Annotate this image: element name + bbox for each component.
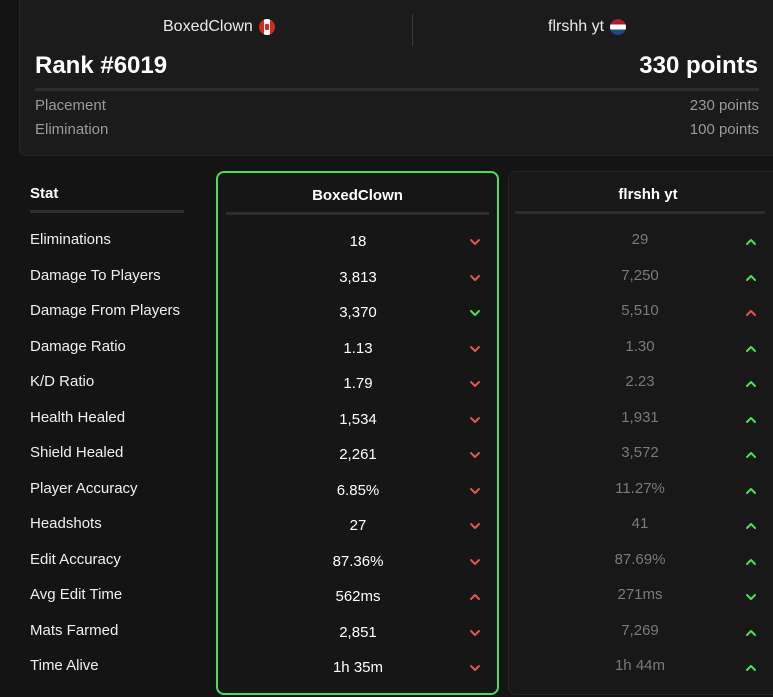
- summary-divider: [35, 88, 759, 91]
- player-2-stats-panel: flrshh yt: [508, 171, 773, 695]
- chevron-up-icon: [469, 591, 481, 603]
- player-2-stat-value: 1,931: [621, 409, 659, 426]
- player-1-stat-value: 1.79: [343, 375, 373, 392]
- stat-label: Player Accuracy: [30, 480, 138, 497]
- player-2-panel-title: flrshh yt: [618, 186, 678, 203]
- match-summary-card: BoxedClown flrshh yt Rank #6019 330 poin…: [19, 0, 773, 156]
- canada-flag-icon: [258, 19, 275, 35]
- netherlands-flag-icon: [610, 19, 627, 35]
- player-2-stat-value: 7,250: [621, 267, 659, 284]
- stat-label: Avg Edit Time: [30, 586, 123, 603]
- chevron-down-icon: [469, 272, 481, 284]
- player-2-name[interactable]: flrshh yt: [548, 18, 627, 36]
- chevron-up-icon: [745, 236, 757, 248]
- elimination-value: 100 points: [689, 121, 759, 138]
- stat-column-underline: [30, 210, 184, 213]
- player-1-stat-value: 3,813: [339, 269, 377, 286]
- player-2-name-text: flrshh yt: [548, 18, 605, 35]
- player-1-stat-value: 562ms: [335, 588, 381, 605]
- chevron-up-icon: [745, 414, 757, 426]
- chevron-down-icon: [469, 556, 481, 568]
- player-1-stat-value: 3,370: [339, 304, 377, 321]
- total-points: 330 points: [639, 52, 758, 79]
- player-2-stat-value: 1h 44m: [614, 657, 666, 674]
- chevron-up-icon: [745, 307, 757, 319]
- elimination-label: Elimination: [35, 121, 109, 138]
- player-1-stat-value: 1.13: [343, 340, 373, 357]
- chevron-down-icon: [469, 520, 481, 532]
- rank-label: Rank #6019: [35, 52, 168, 79]
- player-2-stat-value: 41: [631, 515, 649, 532]
- chevron-down-icon: [469, 449, 481, 461]
- stat-label: Damage Ratio: [30, 338, 126, 355]
- chevron-down-icon: [469, 343, 481, 355]
- chevron-up-icon: [745, 662, 757, 674]
- player-1-name-text: BoxedClown: [163, 18, 253, 35]
- chevron-down-icon: [469, 378, 481, 390]
- stat-label: Time Alive: [30, 657, 99, 674]
- chevron-up-icon: [745, 627, 757, 639]
- player-1-stat-value: 27: [349, 517, 367, 534]
- placement-value: 230 points: [689, 97, 759, 114]
- stat-label: Mats Farmed: [30, 622, 119, 639]
- chevron-up-icon: [745, 485, 757, 497]
- chevron-up-icon: [745, 449, 757, 461]
- stat-label: Damage From Players: [30, 302, 181, 319]
- player-divider: [412, 14, 413, 46]
- player-1-stat-value: 87.36%: [332, 553, 384, 570]
- player-2-stat-value: 87.69%: [614, 551, 666, 568]
- chevron-down-icon: [469, 627, 481, 639]
- player-1-stat-value: 6.85%: [336, 482, 380, 499]
- player-2-stat-value: 7,269: [621, 622, 659, 639]
- player-2-stat-value: 1.30: [625, 338, 655, 355]
- stat-label: Eliminations: [30, 231, 111, 248]
- chevron-down-icon: [745, 591, 757, 603]
- chevron-down-icon: [469, 485, 481, 497]
- player-1-panel-underline: [226, 212, 489, 215]
- player-2-stat-value: 271ms: [617, 586, 663, 603]
- chevron-down-icon: [469, 236, 481, 248]
- player-2-stat-value: 5,510: [621, 302, 659, 319]
- stat-column-header: Stat: [30, 185, 59, 202]
- placement-label: Placement: [35, 97, 106, 114]
- player-1-stats-panel: BoxedClown: [216, 171, 499, 695]
- chevron-up-icon: [745, 272, 757, 284]
- chevron-down-icon: [469, 307, 481, 319]
- chevron-down-icon: [469, 414, 481, 426]
- chevron-up-icon: [745, 520, 757, 532]
- player-2-stat-value: 2.23: [625, 373, 655, 390]
- player-1-stat-value: 1,534: [339, 411, 377, 428]
- chevron-up-icon: [745, 556, 757, 568]
- player-2-stat-value: 11.27%: [615, 480, 665, 497]
- player-1-stat-value: 2,261: [339, 446, 377, 463]
- player-1-stat-value: 2,851: [339, 624, 377, 641]
- chevron-down-icon: [469, 662, 481, 674]
- stat-label: Headshots: [30, 515, 102, 532]
- stat-label: Health Healed: [30, 409, 126, 426]
- stat-label: Edit Accuracy: [30, 551, 121, 568]
- stat-label: Damage To Players: [30, 267, 161, 284]
- stat-label: Shield Healed: [30, 444, 124, 461]
- player-1-stat-value: 18: [349, 233, 367, 250]
- player-1-stat-value: 1h 35m: [332, 659, 384, 676]
- chevron-up-icon: [745, 378, 757, 390]
- chevron-up-icon: [745, 343, 757, 355]
- player-2-stat-value: 3,572: [621, 444, 659, 461]
- player-2-stat-value: 29: [631, 231, 649, 248]
- player-1-panel-title: BoxedClown: [312, 187, 403, 204]
- stat-label: K/D Ratio: [30, 373, 95, 390]
- player-1-name[interactable]: BoxedClown: [163, 18, 275, 36]
- player-2-panel-underline: [515, 211, 765, 214]
- players-header: BoxedClown flrshh yt: [20, 12, 773, 46]
